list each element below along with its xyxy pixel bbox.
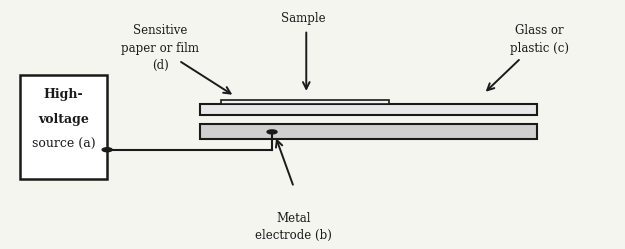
Circle shape xyxy=(267,130,277,134)
Text: voltage: voltage xyxy=(38,113,89,126)
Bar xyxy=(201,124,536,139)
Text: Sample: Sample xyxy=(281,12,326,25)
Text: Glass or: Glass or xyxy=(515,24,564,37)
Text: paper or film: paper or film xyxy=(121,42,199,55)
Text: Sensitive: Sensitive xyxy=(133,24,188,37)
FancyBboxPatch shape xyxy=(20,75,107,179)
Text: electrode (b): electrode (b) xyxy=(256,229,332,242)
Text: Metal: Metal xyxy=(277,212,311,225)
Text: (d): (d) xyxy=(152,59,168,72)
Text: High-: High- xyxy=(44,88,83,101)
Bar xyxy=(201,104,536,115)
Bar xyxy=(221,100,389,104)
Text: source (a): source (a) xyxy=(32,138,96,151)
Circle shape xyxy=(102,148,112,152)
Text: plastic (c): plastic (c) xyxy=(510,42,569,55)
